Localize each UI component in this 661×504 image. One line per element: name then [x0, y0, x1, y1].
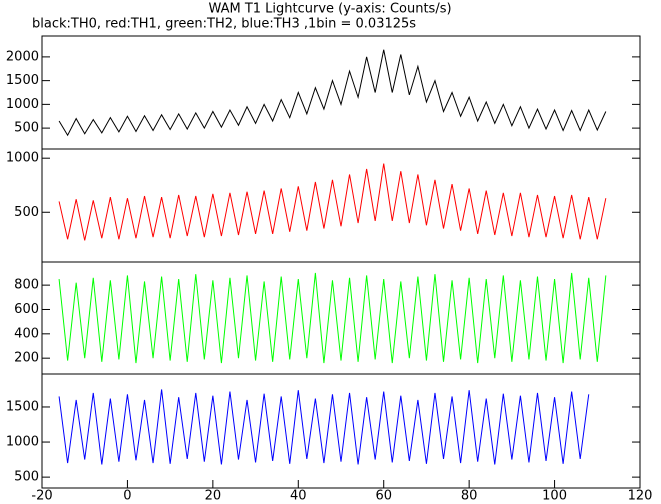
x-tick-label: 20 [205, 489, 222, 504]
series-line [58, 49, 607, 137]
y-tick-label: 500 [14, 121, 39, 136]
chart-title: WAM T1 Lightcurve (y-axis: Counts/s) [208, 2, 451, 17]
panel-frame [41, 35, 641, 150]
panel-frame [41, 148, 641, 263]
series-line [58, 389, 590, 465]
y-tick-label: 1000 [6, 151, 39, 166]
y-tick-label: 1000 [6, 97, 39, 112]
y-tick-label: 1500 [6, 399, 39, 414]
series-line [58, 163, 607, 241]
x-tick-label: 80 [461, 489, 478, 504]
x-tick-label: 40 [290, 489, 307, 504]
series-line [58, 272, 607, 364]
y-tick-label: 400 [14, 326, 39, 341]
y-tick-label: 500 [14, 205, 39, 220]
y-tick-label: 600 [14, 302, 39, 317]
y-tick-label: 800 [14, 278, 39, 293]
y-tick-label: 200 [14, 351, 39, 366]
x-tick-label: 60 [375, 489, 392, 504]
chart-subtitle: black:TH0, red:TH1, green:TH2, blue:TH3 … [32, 17, 416, 32]
x-tick-label: 0 [123, 489, 131, 504]
x-tick-label: -20 [31, 489, 52, 504]
panel-frame [41, 373, 641, 489]
x-tick-label: 100 [542, 489, 567, 504]
y-tick-label: 1500 [6, 73, 39, 88]
x-tick-label: 120 [628, 489, 653, 504]
y-tick-label: 500 [14, 470, 39, 485]
y-tick-label: 2000 [6, 49, 39, 64]
y-tick-label: 1000 [6, 435, 39, 450]
